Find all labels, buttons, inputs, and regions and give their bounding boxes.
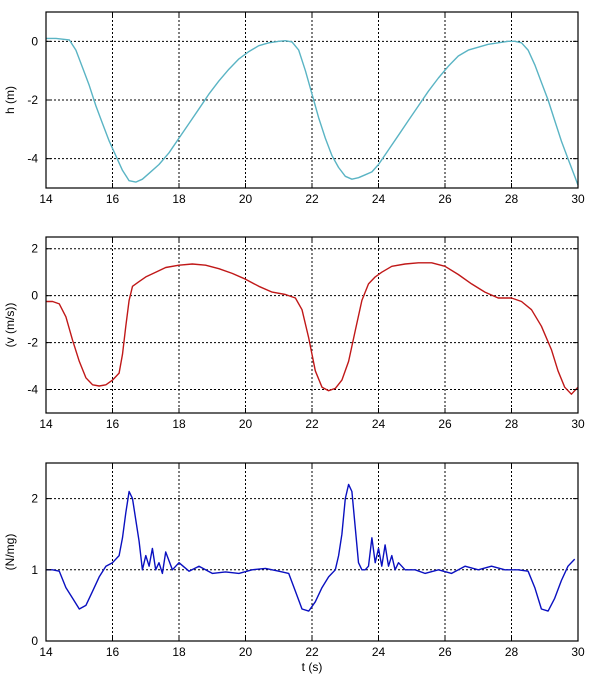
x-tick-label: 18	[172, 192, 186, 206]
y-tick-label: -2	[27, 93, 38, 107]
y-tick-label: 0	[31, 34, 38, 48]
chart-panel-1: 14 16 18 20 22 24 26 28 30 0 -2 -4 h (m)	[3, 11, 585, 206]
x-tick-label: 30	[571, 645, 585, 659]
x-tick-label: 18	[172, 645, 186, 659]
series-line-1	[46, 37, 579, 186]
x-tick-label: 18	[172, 417, 186, 431]
y-tick-label: 0	[31, 289, 38, 303]
y-axis-label: (N/mg)	[3, 534, 17, 571]
series-line-1	[46, 262, 579, 395]
x-tick-label: 28	[505, 417, 519, 431]
x-tick-label: 20	[239, 417, 253, 431]
x-tick-label: 16	[106, 645, 120, 659]
x-tick-label: 22	[305, 417, 319, 431]
x-axis-label: t (s)	[302, 660, 323, 674]
x-tick-label: 20	[239, 192, 253, 206]
y-axis-label: (v (m/s))	[3, 303, 17, 348]
x-tick-label: 14	[39, 417, 53, 431]
x-tick-label: 26	[438, 417, 452, 431]
x-tick-label: 22	[305, 192, 319, 206]
y-tick-label: -4	[27, 383, 38, 397]
x-tick-label: 22	[305, 645, 319, 659]
x-tick-label: 24	[372, 417, 386, 431]
x-tick-label: 14	[39, 192, 53, 206]
x-tick-label: 24	[372, 192, 386, 206]
x-tick-label: 14	[39, 645, 53, 659]
x-tick-label: 16	[106, 192, 120, 206]
x-tick-label: 28	[505, 192, 519, 206]
y-tick-label: -4	[27, 152, 38, 166]
x-tick-label: 26	[438, 645, 452, 659]
x-tick-label: 30	[571, 417, 585, 431]
series-line-1	[46, 483, 576, 612]
x-tick-label: 28	[505, 645, 519, 659]
y-tick-label: -2	[27, 336, 38, 350]
y-tick-label: 1	[31, 563, 38, 577]
x-tick-label: 24	[372, 645, 386, 659]
chart-panel-3: 14 16 18 20 22 24 26 28 30 2 1 0 (N/mg) t (s)	[3, 462, 585, 674]
x-tick-label: 20	[239, 645, 253, 659]
x-tick-label: 30	[571, 192, 585, 206]
y-tick-label: 2	[31, 492, 38, 506]
y-axis-label: h (m)	[3, 86, 17, 114]
y-tick-label: 0	[31, 634, 38, 648]
y-tick-label: 2	[31, 242, 38, 256]
x-tick-label: 26	[438, 192, 452, 206]
x-tick-label: 16	[106, 417, 120, 431]
